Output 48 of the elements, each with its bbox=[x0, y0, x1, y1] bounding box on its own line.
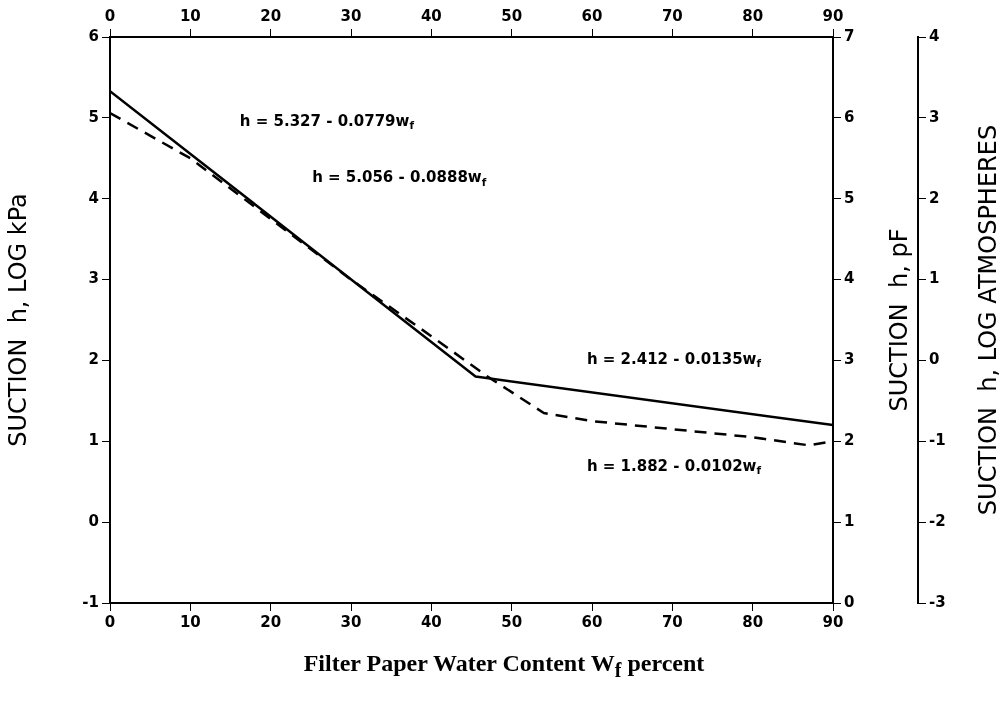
y3-tick-label: -2 bbox=[929, 512, 946, 531]
x-tick-label: 10 bbox=[179, 612, 201, 631]
x2-tick-label: 40 bbox=[420, 6, 442, 25]
x2-tick-label: 30 bbox=[340, 6, 362, 25]
y3-tick-label: 4 bbox=[929, 26, 940, 45]
x-tick-label: 70 bbox=[661, 612, 683, 631]
x2-tick-label: 50 bbox=[501, 6, 523, 25]
x-axis-title: Filter Paper Water Content W$_{f}$ percent bbox=[302, 650, 706, 682]
y-tick-label: -1 bbox=[82, 592, 99, 611]
y2-tick-label: 1 bbox=[844, 512, 855, 531]
x-tick-label: 50 bbox=[501, 612, 523, 631]
x-tick-label: 90 bbox=[822, 612, 844, 631]
y3-tick-label: 0 bbox=[929, 350, 940, 369]
y2-tick-label: 0 bbox=[844, 592, 855, 611]
y-tick-label: 5 bbox=[88, 107, 99, 126]
y2-tick-label: 6 bbox=[844, 107, 855, 126]
y-tick-label: 4 bbox=[88, 188, 99, 207]
x2-tick-label: 20 bbox=[260, 6, 282, 25]
y-tick-label: 2 bbox=[88, 350, 99, 369]
y-tick-label: 3 bbox=[88, 269, 99, 288]
y-tick-label: 0 bbox=[88, 512, 99, 531]
x2-tick-label: 10 bbox=[179, 6, 201, 25]
x-tick-label: 40 bbox=[420, 612, 442, 631]
y-tick-label: 1 bbox=[88, 431, 99, 450]
y3-tick-label: -1 bbox=[929, 431, 946, 450]
y2-tick-label: 5 bbox=[844, 188, 855, 207]
y3-tick-label: -3 bbox=[929, 592, 946, 611]
y2-tick-label: 3 bbox=[844, 350, 855, 369]
y3-tick-label: 1 bbox=[929, 269, 940, 288]
y2-axis-title: SUCTION h, pF bbox=[885, 228, 914, 412]
x-tick-label: 30 bbox=[340, 612, 362, 631]
x-tick-label: 60 bbox=[581, 612, 603, 631]
y2-tick-label: 2 bbox=[844, 431, 855, 450]
x2-tick-label: 60 bbox=[581, 6, 603, 25]
x2-tick-label: 80 bbox=[742, 6, 764, 25]
x-tick-label: 80 bbox=[742, 612, 764, 631]
y-tick-label: 6 bbox=[88, 26, 99, 45]
y3-axis-title: SUCTION h, LOG ATMOSPHERES bbox=[974, 124, 1003, 516]
x2-tick-label: 70 bbox=[661, 6, 683, 25]
y2-tick-label: 4 bbox=[844, 269, 855, 288]
y3-tick-label: 2 bbox=[929, 188, 940, 207]
y3-tick-label: 3 bbox=[929, 107, 940, 126]
x2-tick-label: 90 bbox=[822, 6, 844, 25]
x2-tick-label: 0 bbox=[104, 6, 116, 25]
x-tick-label: 0 bbox=[104, 612, 116, 631]
y2-tick-label: 7 bbox=[844, 26, 855, 45]
x-tick-label: 20 bbox=[260, 612, 282, 631]
y-axis-title: SUCTION h, LOG kPa bbox=[4, 193, 33, 447]
